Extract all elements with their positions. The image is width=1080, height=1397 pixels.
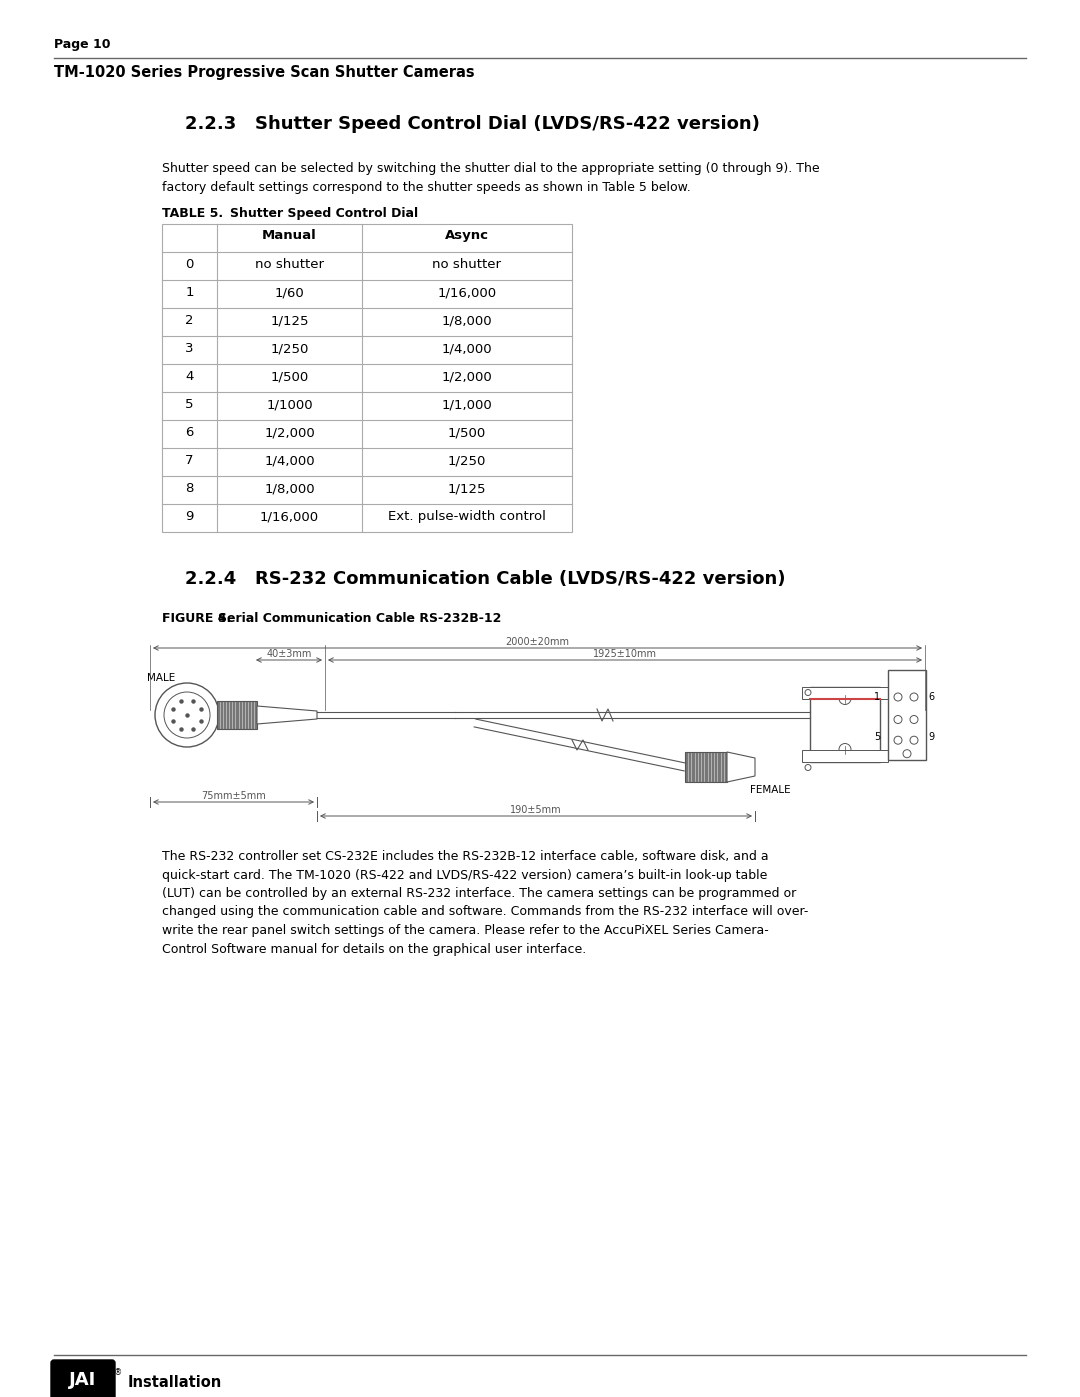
Text: Serial Communication Cable RS-232B-12: Serial Communication Cable RS-232B-12	[218, 612, 501, 624]
Polygon shape	[257, 705, 318, 724]
Bar	[888, 671, 926, 760]
Text: Shutter Speed Control Dial: Shutter Speed Control Dial	[230, 207, 418, 219]
Text: 5: 5	[874, 732, 880, 742]
Text: no shutter: no shutter	[255, 258, 324, 271]
Text: The RS-232 controller set CS-232E includes the RS-232B-12 interface cable, softw: The RS-232 controller set CS-232E includ…	[162, 849, 808, 956]
Text: Manual: Manual	[262, 229, 316, 242]
Circle shape	[839, 693, 851, 704]
Text: Installation: Installation	[129, 1375, 222, 1390]
Text: FIGURE 4.: FIGURE 4.	[162, 612, 231, 624]
Circle shape	[805, 764, 811, 771]
Circle shape	[805, 690, 811, 696]
Text: 1/4,000: 1/4,000	[265, 454, 314, 467]
FancyBboxPatch shape	[51, 1361, 114, 1397]
Text: 1/16,000: 1/16,000	[260, 510, 319, 522]
Circle shape	[839, 743, 851, 756]
Text: 1/1000: 1/1000	[266, 398, 313, 411]
Bar	[217, 701, 257, 729]
Text: 40±3mm: 40±3mm	[267, 650, 312, 659]
Text: 190±5mm: 190±5mm	[510, 805, 562, 814]
Text: 9: 9	[186, 510, 193, 522]
Text: no shutter: no shutter	[432, 258, 501, 271]
Text: 1925±10mm: 1925±10mm	[593, 650, 657, 659]
Circle shape	[894, 736, 902, 745]
Text: JAI: JAI	[69, 1370, 96, 1389]
Text: 1/250: 1/250	[270, 342, 309, 355]
Text: 2.2.3   Shutter Speed Control Dial (LVDS/RS-422 version): 2.2.3 Shutter Speed Control Dial (LVDS/R…	[185, 115, 760, 133]
Text: 75mm±5mm: 75mm±5mm	[201, 791, 266, 800]
Circle shape	[894, 715, 902, 724]
Bar	[802, 686, 888, 698]
Circle shape	[894, 693, 902, 701]
Text: 2.2.4   RS-232 Communication Cable (LVDS/RS-422 version): 2.2.4 RS-232 Communication Cable (LVDS/R…	[185, 570, 785, 588]
Text: 7: 7	[186, 454, 193, 467]
Bar	[162, 224, 572, 532]
Text: 1/16,000: 1/16,000	[437, 286, 497, 299]
Text: 5: 5	[186, 398, 193, 411]
Text: 6: 6	[186, 426, 193, 439]
Text: Shutter speed can be selected by switching the shutter dial to the appropriate s: Shutter speed can be selected by switchi…	[162, 162, 820, 194]
Text: 6: 6	[928, 692, 934, 703]
Text: Async: Async	[445, 229, 489, 242]
Text: 0: 0	[186, 258, 193, 271]
Text: 1/4,000: 1/4,000	[442, 342, 492, 355]
Text: 8: 8	[186, 482, 193, 495]
Text: 2000±20mm: 2000±20mm	[505, 637, 569, 647]
Text: TABLE 5.: TABLE 5.	[162, 207, 224, 219]
Text: 1/2,000: 1/2,000	[442, 370, 492, 383]
Bar	[802, 750, 888, 761]
Bar	[810, 686, 880, 761]
Text: 1/250: 1/250	[448, 454, 486, 467]
Circle shape	[156, 683, 219, 747]
Text: 1: 1	[874, 692, 880, 703]
Text: Ext. pulse-width control: Ext. pulse-width control	[388, 510, 545, 522]
Text: Page 10: Page 10	[54, 38, 110, 52]
Circle shape	[910, 693, 918, 701]
Polygon shape	[727, 752, 755, 782]
Text: 3: 3	[186, 342, 193, 355]
Text: 1/60: 1/60	[274, 286, 305, 299]
Circle shape	[903, 750, 912, 757]
Text: MALE: MALE	[147, 673, 175, 683]
Text: 2: 2	[186, 314, 193, 327]
Text: 1/500: 1/500	[448, 426, 486, 439]
Text: 1/1,000: 1/1,000	[442, 398, 492, 411]
Text: 1: 1	[186, 286, 193, 299]
Text: TM-1020 Series Progressive Scan Shutter Cameras: TM-1020 Series Progressive Scan Shutter …	[54, 66, 474, 80]
Text: 1/125: 1/125	[448, 482, 486, 495]
Bar	[685, 752, 727, 782]
Text: 1/125: 1/125	[270, 314, 309, 327]
Text: 1/8,000: 1/8,000	[265, 482, 314, 495]
Circle shape	[910, 715, 918, 724]
Text: ®: ®	[114, 1368, 122, 1377]
Text: FEMALE: FEMALE	[750, 785, 791, 795]
Text: 1/2,000: 1/2,000	[265, 426, 315, 439]
Text: 4: 4	[186, 370, 193, 383]
Text: 9: 9	[928, 732, 934, 742]
Text: 1/500: 1/500	[270, 370, 309, 383]
Circle shape	[164, 692, 210, 738]
Text: 1/8,000: 1/8,000	[442, 314, 492, 327]
Circle shape	[910, 736, 918, 745]
